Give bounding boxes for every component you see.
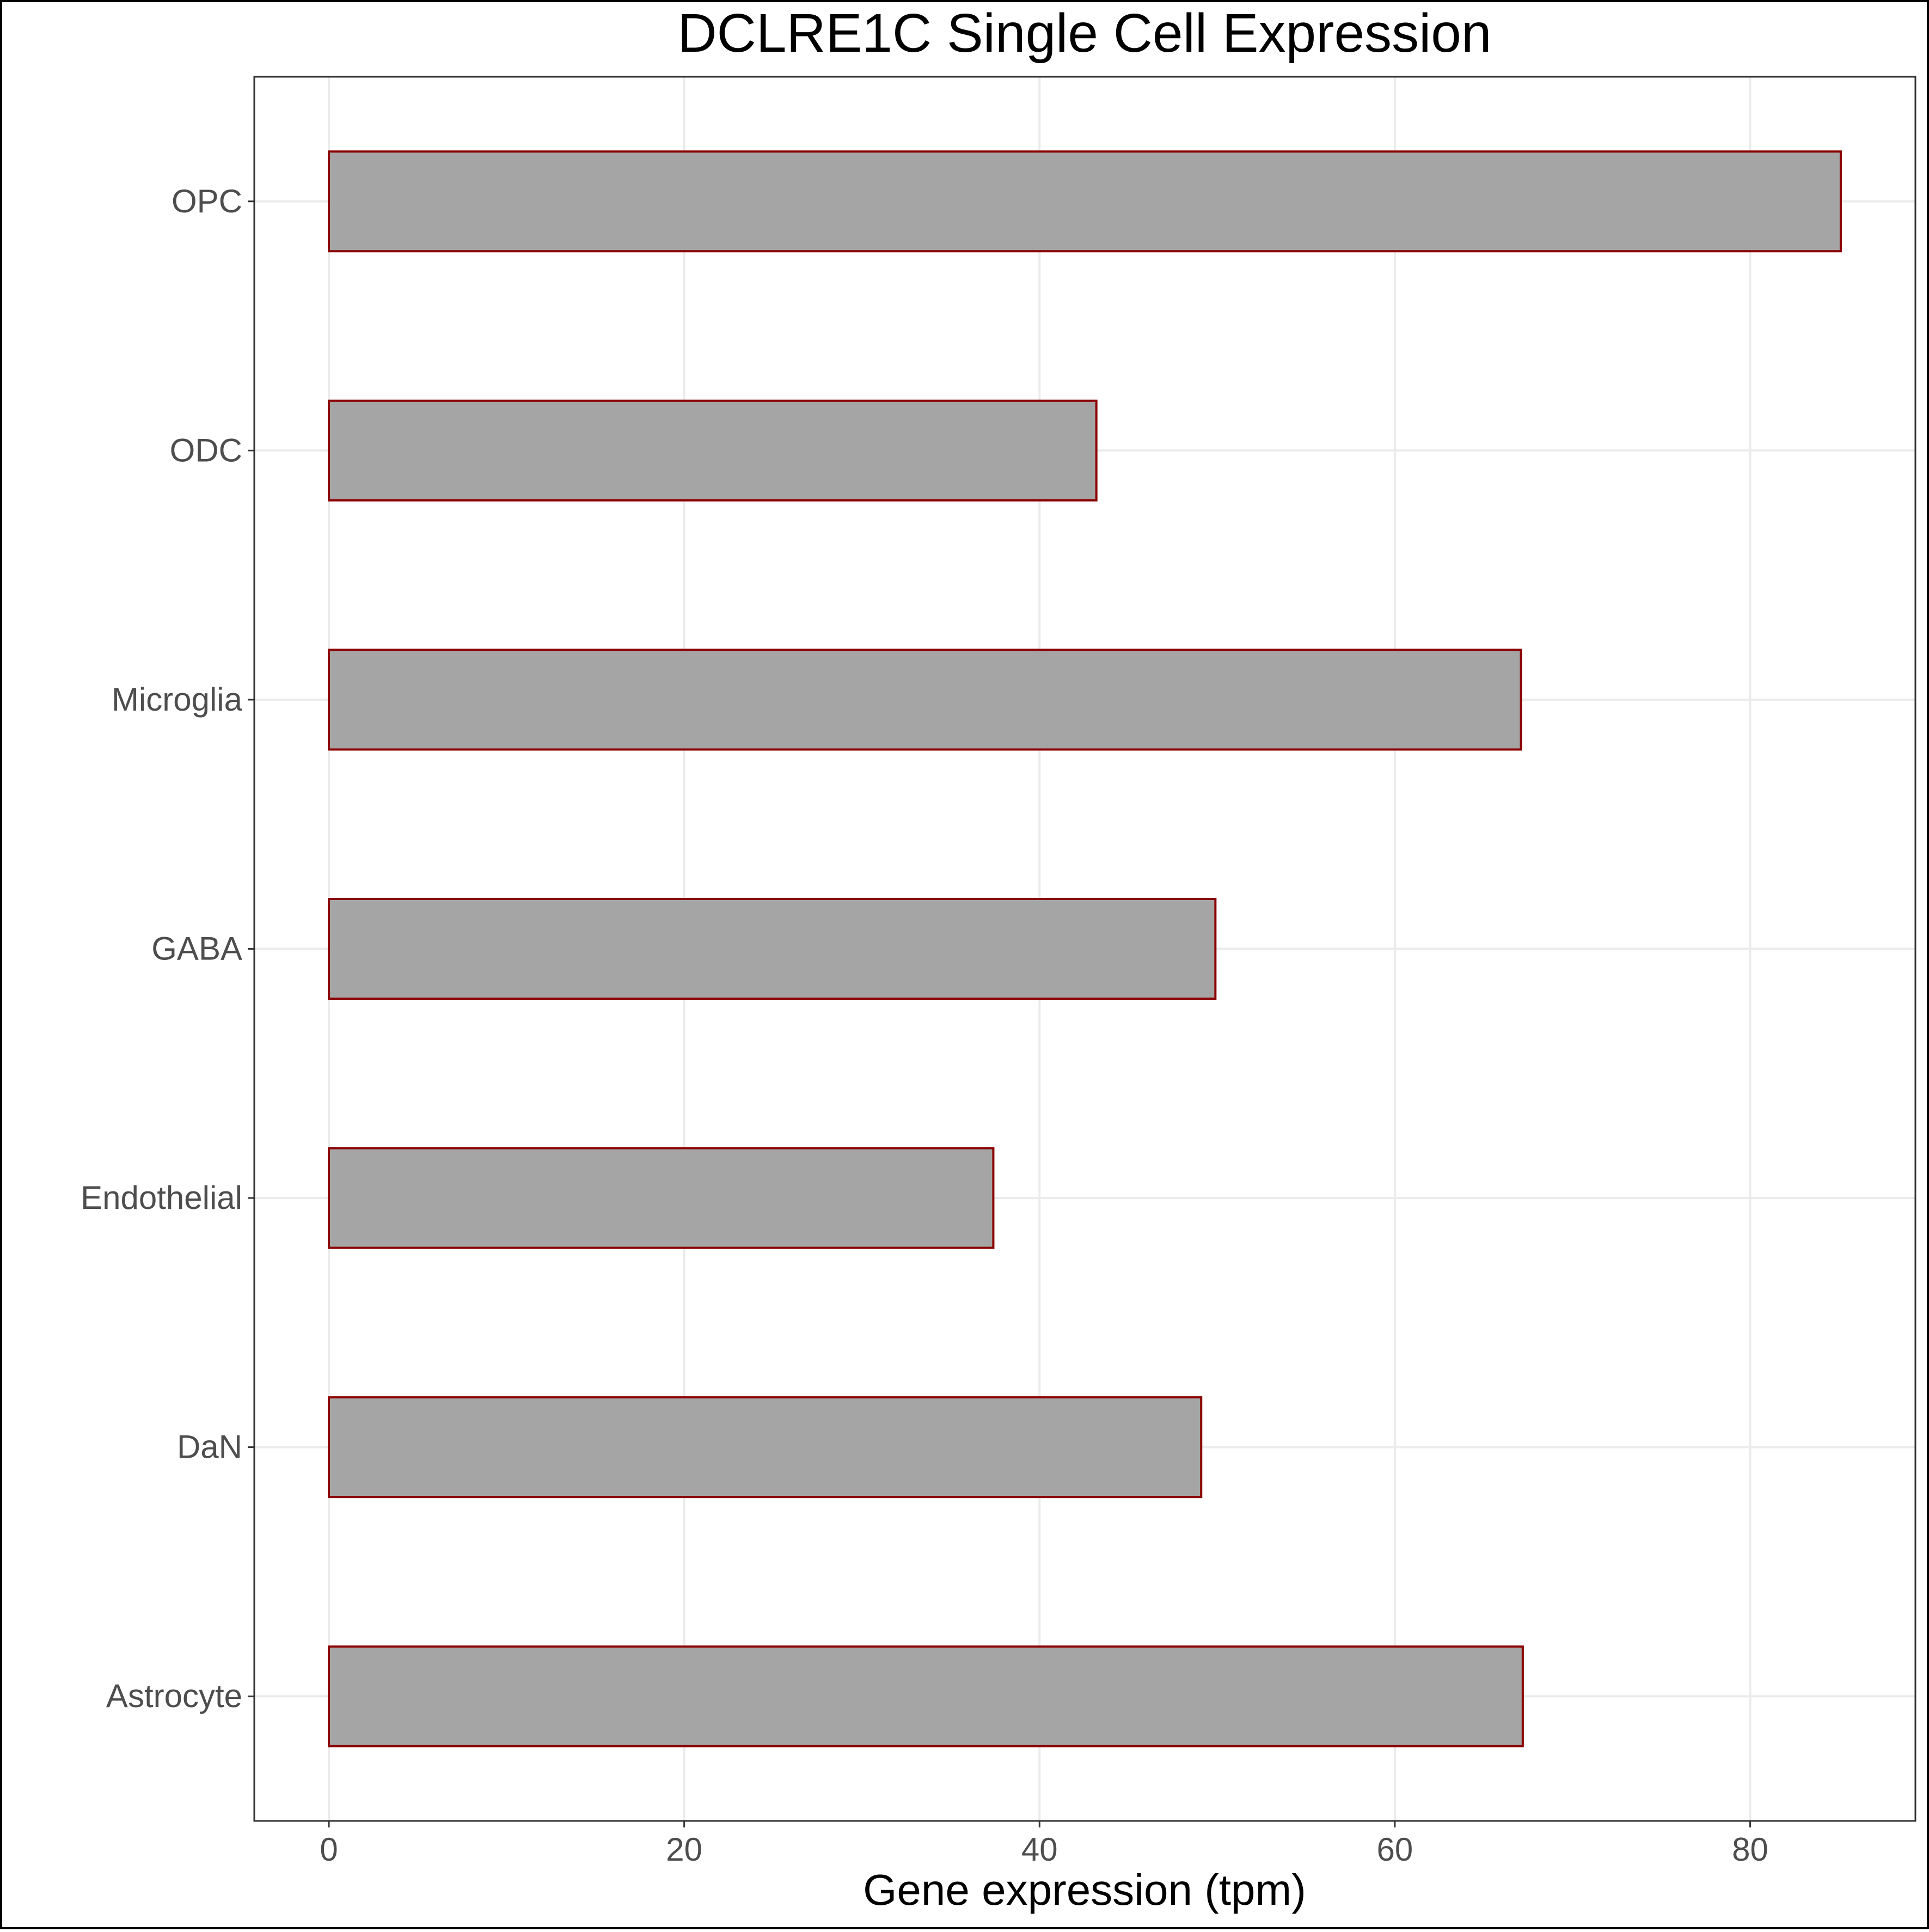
- x-tick-label: 60: [1377, 1831, 1413, 1868]
- chart-title: DCLRE1C Single Cell Expression: [677, 3, 1491, 64]
- bar-opc: [328, 150, 1842, 253]
- x-tick-label: 40: [1021, 1831, 1058, 1868]
- bar-gaba: [328, 897, 1217, 1000]
- bar-dan: [328, 1396, 1203, 1499]
- bars: [328, 150, 1842, 1747]
- y-tick-label: GABA: [151, 931, 242, 967]
- bar-microglia: [328, 649, 1522, 751]
- x-tick-label: 80: [1732, 1831, 1768, 1868]
- x-tick-label: 0: [320, 1831, 338, 1868]
- bar-astrocyte: [328, 1645, 1524, 1747]
- y-tick-label: ODC: [170, 432, 242, 468]
- bar-endothelial: [328, 1147, 995, 1249]
- x-axis-title: Gene expression (tpm): [863, 1866, 1306, 1914]
- x-tick-label: 20: [666, 1831, 702, 1868]
- y-tick-label: OPC: [172, 183, 242, 219]
- axes: OPC ODC Microglia GABA Endothelial DaN Astrocy…: [81, 183, 1768, 1868]
- y-tick-label: Astrocyte: [106, 1678, 242, 1714]
- y-tick-label: DaN: [177, 1429, 242, 1465]
- y-tick-label: Microglia: [112, 681, 243, 718]
- bar-odc: [328, 399, 1098, 502]
- y-tick-label: Endothelial: [81, 1179, 242, 1216]
